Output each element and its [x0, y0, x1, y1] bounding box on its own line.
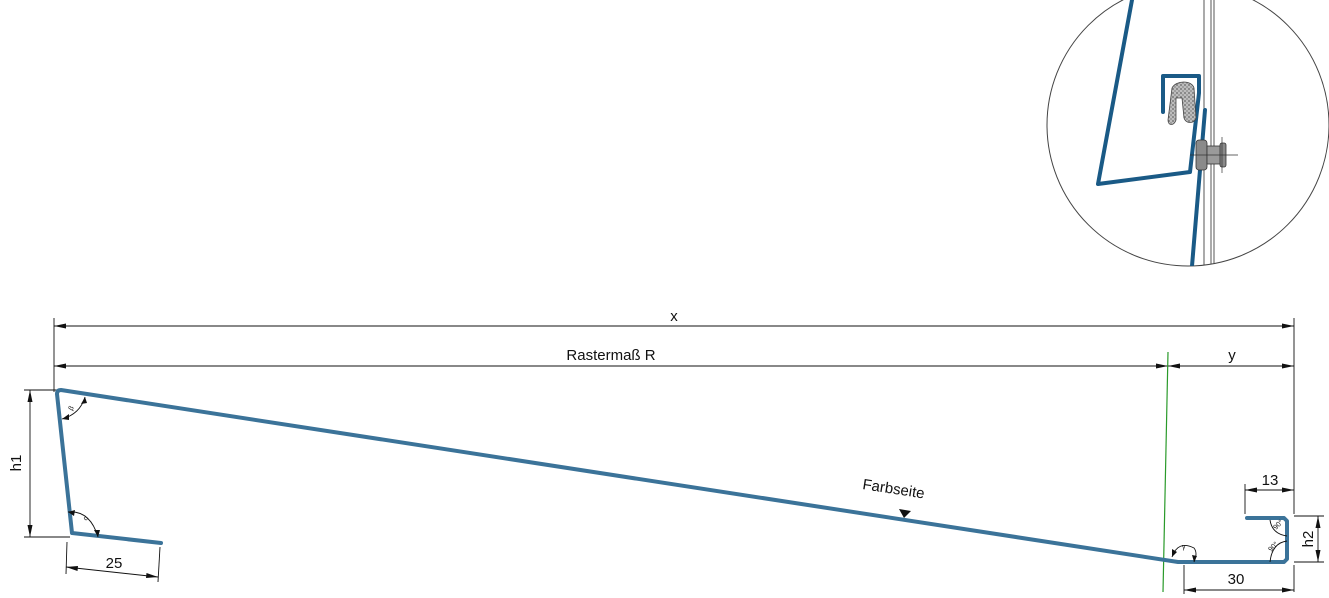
svg-text:γ: γ — [1182, 544, 1186, 551]
svg-text:β: β — [68, 405, 76, 412]
gasket-seal — [1167, 81, 1197, 125]
detail-view — [1046, 0, 1329, 267]
detail-profile-lower — [1190, 108, 1207, 266]
angle-gamma: γ — [1171, 544, 1197, 563]
dimension-label-30: 30 — [1228, 571, 1245, 588]
dimension-label-y: y — [1228, 347, 1236, 364]
dimension-30: 30 — [1183, 565, 1294, 594]
dimension-h2: h2 — [1294, 515, 1324, 563]
color-side-label: Farbseite — [861, 476, 925, 502]
color-side-arrow — [899, 509, 911, 518]
angle-90-lower: 90° — [1267, 540, 1288, 563]
svg-text:α: α — [82, 515, 90, 523]
svg-text:90°: 90° — [1267, 540, 1280, 553]
dimension-h1: h1 — [8, 389, 70, 538]
color-side-marker: Farbseite — [861, 476, 926, 518]
dimension-13: 13 — [1244, 472, 1294, 514]
grid-axis-line — [1162, 351, 1169, 593]
main-profile — [55, 388, 1289, 564]
dimension-x: x — [54, 308, 1294, 329]
dimension-label-h1: h1 — [8, 455, 25, 472]
angle-beta: β — [61, 396, 87, 420]
dimension-label-25: 25 — [106, 555, 123, 572]
detail-profile — [1096, 0, 1201, 186]
dimension-label-h2: h2 — [1300, 531, 1317, 548]
dimension-label-13: 13 — [1262, 472, 1279, 489]
dimension-y: y — [1168, 347, 1294, 369]
dimension-25: 25 — [65, 541, 161, 583]
dimension-label-x: x — [670, 308, 678, 325]
dimension-label-raster: Rastermaß R — [566, 347, 655, 364]
detail-circle — [1046, 0, 1329, 267]
dimension-raster: Rastermaß R — [54, 347, 1168, 369]
angle-alpha: α — [67, 510, 100, 538]
